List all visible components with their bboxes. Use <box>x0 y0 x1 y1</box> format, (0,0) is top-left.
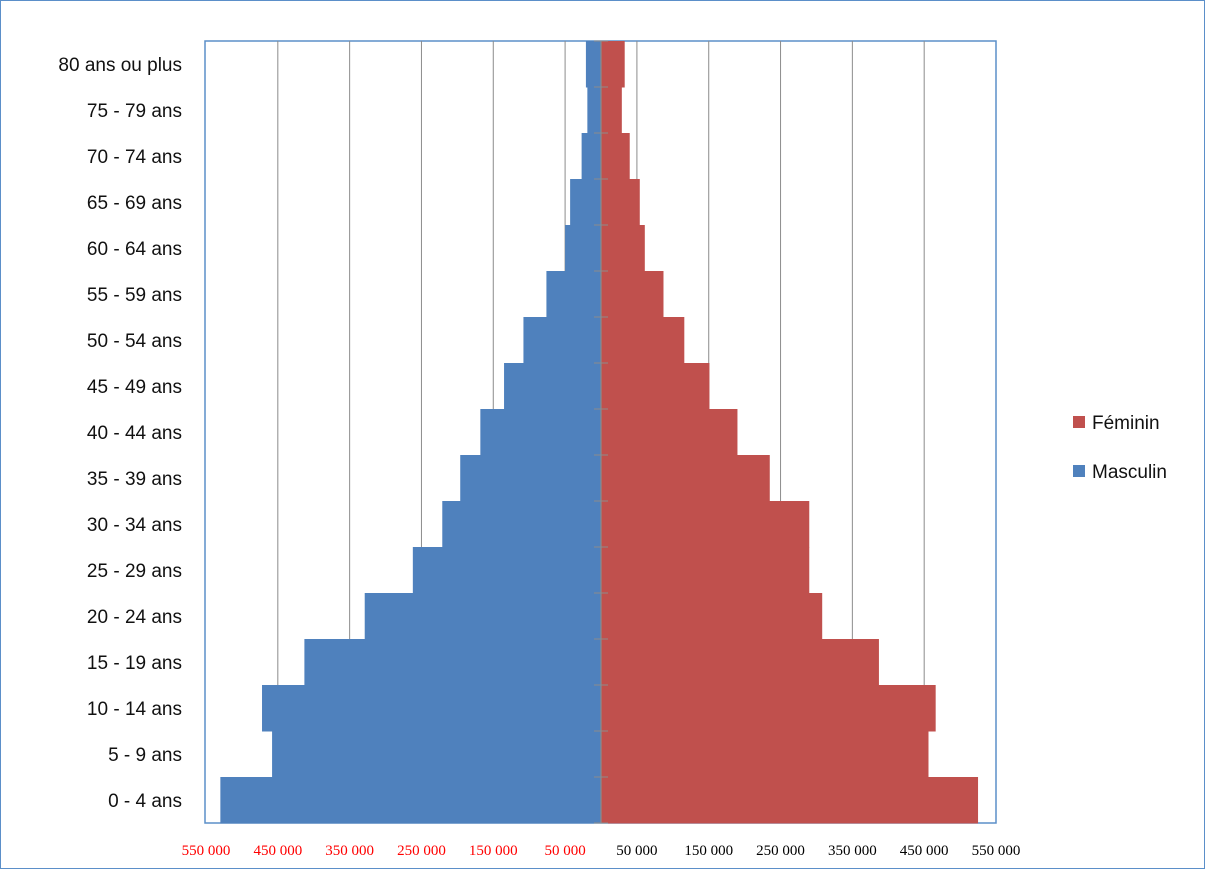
bar-fminin <box>601 501 810 548</box>
bar-masculin <box>412 547 601 594</box>
age-group-label: 75 - 79 ans <box>87 101 182 122</box>
age-group-label: 0 - 4 ans <box>108 791 182 812</box>
age-group-label: 5 - 9 ans <box>108 745 182 766</box>
bar-fminin <box>601 455 770 502</box>
bar-fminin <box>601 547 810 594</box>
age-group-label: 20 - 24 ans <box>87 607 182 628</box>
bar-fminin <box>601 41 625 88</box>
bar-fminin <box>601 87 622 134</box>
bar-fminin <box>601 363 710 410</box>
bar-fminin <box>601 777 979 824</box>
bar-masculin <box>585 41 601 88</box>
x-tick-label: 250 000 <box>756 843 805 859</box>
bar-masculin <box>272 731 601 778</box>
bar-masculin <box>587 87 601 134</box>
age-group-label: 40 - 44 ans <box>87 423 182 444</box>
age-group-label: 70 - 74 ans <box>87 147 182 168</box>
bar-fminin <box>601 225 645 272</box>
x-tick-label: 50 000 <box>544 843 585 859</box>
age-group-label: 25 - 29 ans <box>87 561 182 582</box>
age-group-label: 65 - 69 ans <box>87 193 182 214</box>
age-group-label: 55 - 59 ans <box>87 285 182 306</box>
bar-fminin <box>601 133 630 180</box>
x-tick-label: 250 000 <box>397 843 446 859</box>
age-group-label: 50 - 54 ans <box>87 331 182 352</box>
bar-masculin <box>523 317 601 364</box>
bar-masculin <box>460 455 601 502</box>
age-group-label: 60 - 64 ans <box>87 239 182 260</box>
bar-masculin <box>364 593 601 640</box>
x-tick-label: 150 000 <box>469 843 518 859</box>
bar-masculin <box>504 363 601 410</box>
age-group-label: 45 - 49 ans <box>87 377 182 398</box>
bar-masculin <box>581 133 601 180</box>
bar-fminin <box>601 731 929 778</box>
bar-fminin <box>601 271 664 318</box>
bar-masculin <box>262 685 601 732</box>
bar-fminin <box>601 685 936 732</box>
bar-fminin <box>601 317 685 364</box>
legend-swatch-fminin <box>1073 416 1085 428</box>
age-group-label: 15 - 19 ans <box>87 653 182 674</box>
legend-swatch-masculin <box>1073 465 1085 477</box>
bar-fminin <box>601 639 879 686</box>
legend-label: Masculin <box>1092 462 1167 483</box>
bar-masculin <box>546 271 601 318</box>
age-group-label: 35 - 39 ans <box>87 469 182 490</box>
bar-masculin <box>220 777 601 824</box>
bar-masculin <box>304 639 601 686</box>
x-tick-label: 450 000 <box>253 843 302 859</box>
bar-fminin <box>601 179 640 226</box>
bar-masculin <box>570 179 601 226</box>
legend-label: Féminin <box>1092 413 1160 434</box>
x-tick-label: 550 000 <box>972 843 1021 859</box>
x-tick-label: 150 000 <box>684 843 733 859</box>
bar-fminin <box>601 593 823 640</box>
age-group-label: 10 - 14 ans <box>87 699 182 720</box>
bar-masculin <box>442 501 601 548</box>
x-tick-label: 450 000 <box>900 843 949 859</box>
bar-fminin <box>601 409 738 456</box>
x-tick-label: 350 000 <box>828 843 877 859</box>
bar-masculin <box>480 409 601 456</box>
age-group-label: 80 ans ou plus <box>58 55 182 76</box>
x-tick-label: 550 000 <box>182 843 231 859</box>
age-group-label: 30 - 34 ans <box>87 515 182 536</box>
x-tick-label: 350 000 <box>325 843 374 859</box>
bar-masculin <box>565 225 601 272</box>
x-tick-label: 50 000 <box>616 843 657 859</box>
